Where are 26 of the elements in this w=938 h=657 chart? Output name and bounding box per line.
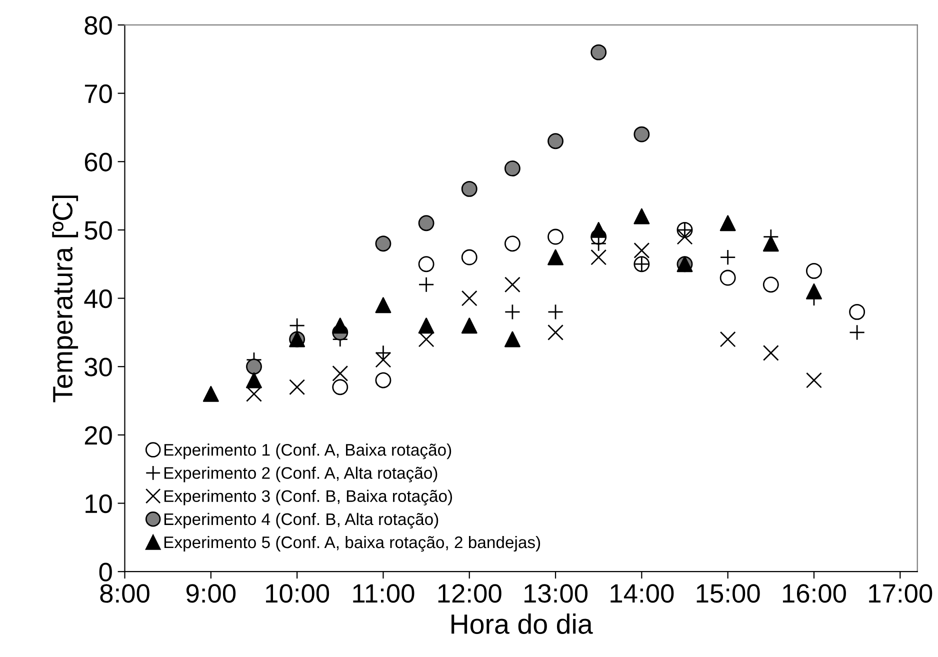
x-tick-label: 16:00 — [782, 584, 846, 603]
x-tick-label: 9:00 — [186, 584, 236, 603]
legend-label: Experimento 5 (Conf. A, baixa rotação, 2 bandejas) — [164, 536, 540, 552]
legend-label: Experimento 2 (Conf. A, Alta rotação) — [164, 466, 438, 482]
x-tick-label: 17:00 — [869, 584, 932, 603]
y-tick-label: 30 — [84, 358, 112, 376]
x-tick-label: 15:00 — [696, 584, 760, 603]
y-axis-title: Temperatura [ºC] — [52, 196, 78, 402]
x-tick-label: 12:00 — [438, 584, 502, 603]
y-tick-label: 40 — [84, 289, 112, 308]
y-tick-label: 70 — [84, 84, 112, 104]
y-tick-label: 80 — [84, 16, 112, 35]
x-tick-label: 13:00 — [524, 584, 588, 603]
y-tick-label: 20 — [84, 426, 112, 445]
y-tick-label: 50 — [84, 221, 112, 240]
legend-label: Experimento 3 (Conf. B, Baixa rotação) — [164, 490, 452, 506]
x-tick-label: 14:00 — [610, 584, 674, 603]
x-tick-label: 11:00 — [353, 584, 414, 603]
y-tick-label: 10 — [86, 494, 112, 514]
x-tick-label: 8:00 — [100, 584, 150, 603]
x-axis-title: Hora do dia — [452, 614, 593, 634]
y-tick-label: 0 — [99, 562, 112, 582]
x-tick-label: 10:00 — [266, 584, 330, 603]
legend-label: Experimento 1 (Conf. A, Baixa rotação) — [164, 444, 452, 460]
y-tick-label: 60 — [84, 152, 112, 172]
legend-label: Experimento 4 (Conf. B, Alta rotação) — [164, 512, 438, 528]
